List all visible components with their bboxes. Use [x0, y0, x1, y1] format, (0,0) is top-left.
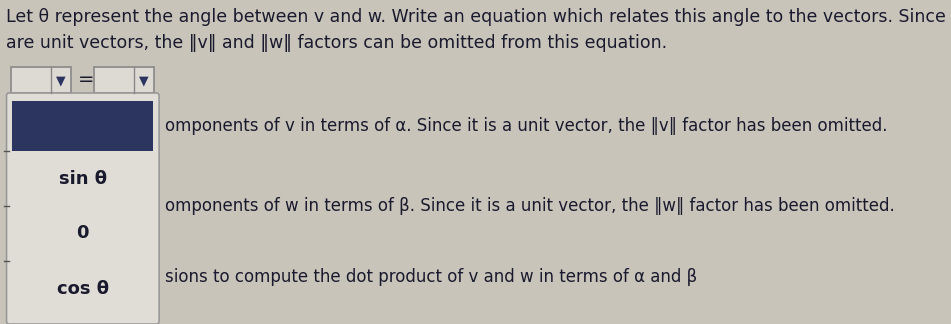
Bar	[12, 101, 153, 151]
Text: omponents of w in terms of β. Since it is a unit vector, the ‖w‖ factor has been: omponents of w in terms of β. Since it i…	[165, 197, 895, 215]
Bar	[94, 67, 154, 93]
Text: ▼: ▼	[139, 75, 148, 87]
Text: 0: 0	[77, 225, 89, 242]
Text: Let θ represent the angle between v and w. Write an equation which relates this : Let θ represent the angle between v and …	[6, 8, 951, 52]
Text: ▼: ▼	[56, 75, 66, 87]
Text: omponents of v in terms of α. Since it is a unit vector, the ‖v‖ factor has been: omponents of v in terms of α. Since it i…	[165, 117, 887, 135]
Text: sions to compute the dot product of v and w in terms of α and β: sions to compute the dot product of v an…	[165, 269, 697, 286]
Text: sin θ: sin θ	[59, 169, 107, 188]
Bar	[10, 67, 71, 93]
Text: cos θ: cos θ	[57, 280, 108, 297]
FancyBboxPatch shape	[7, 93, 159, 324]
Text: =: =	[78, 71, 94, 89]
